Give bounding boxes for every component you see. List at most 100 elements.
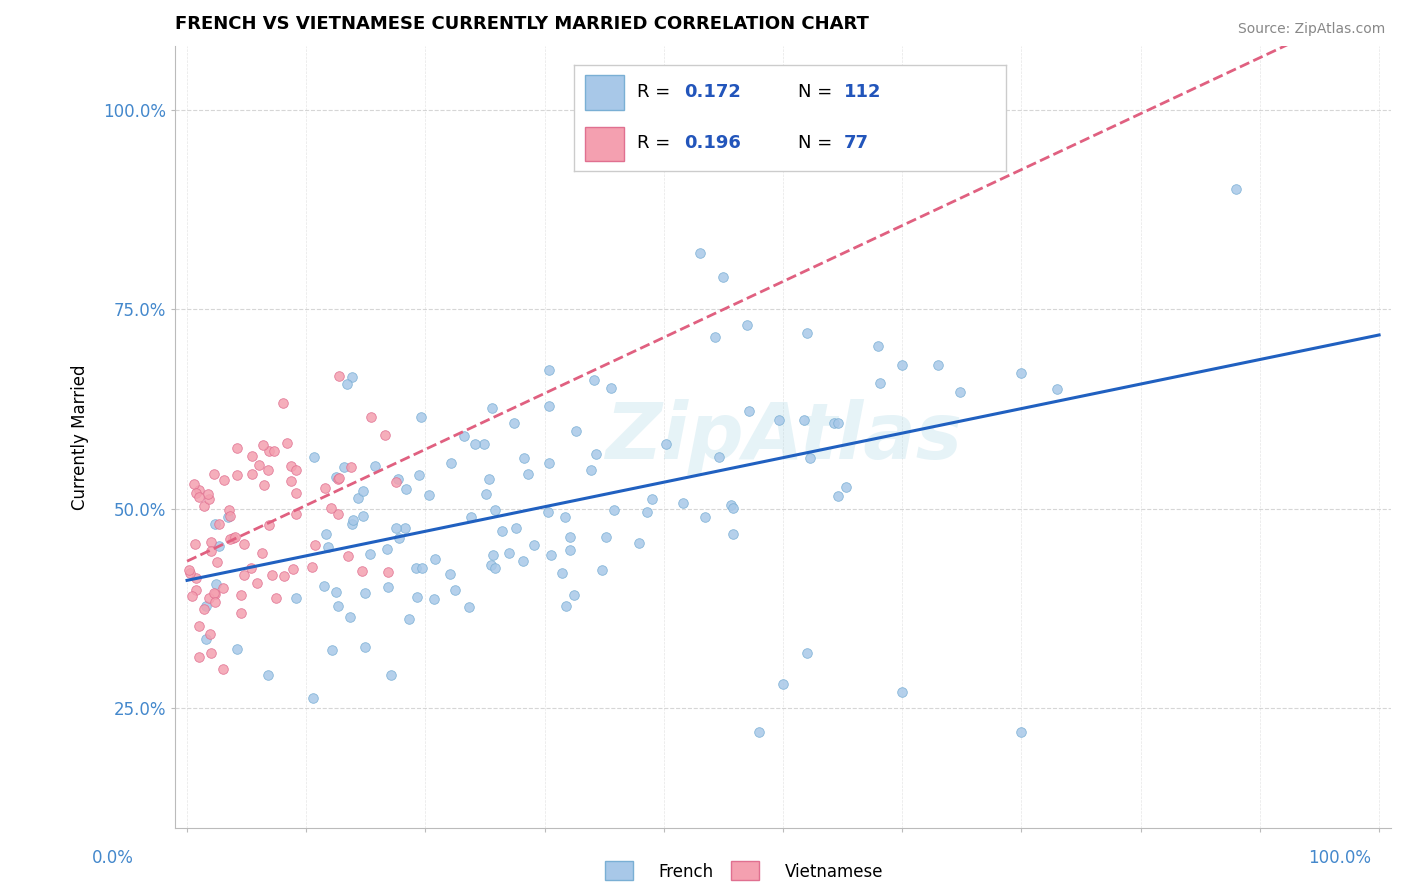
Point <box>796 646 818 660</box>
Point <box>395 482 418 496</box>
Point <box>195 599 218 614</box>
Point <box>505 521 527 535</box>
Point <box>1011 366 1033 380</box>
Point <box>284 486 307 500</box>
Text: ZipAtlas: ZipAtlas <box>605 399 962 475</box>
Point <box>188 619 211 633</box>
Point <box>498 546 520 560</box>
Point <box>453 429 475 443</box>
Point <box>339 610 361 624</box>
Point <box>281 562 304 576</box>
Point <box>253 478 276 492</box>
Point <box>229 607 252 621</box>
Point <box>200 626 222 640</box>
Point <box>540 549 562 563</box>
Point <box>183 476 205 491</box>
Point <box>204 595 226 609</box>
Point <box>560 530 582 544</box>
Point <box>398 612 420 626</box>
Point <box>537 505 560 519</box>
Point <box>177 563 200 577</box>
Point <box>472 437 495 451</box>
Point <box>1011 725 1033 739</box>
Point <box>768 413 790 427</box>
Point <box>352 509 374 524</box>
Point <box>188 490 211 504</box>
Point <box>226 642 249 657</box>
Point <box>179 566 201 580</box>
Point <box>835 480 858 494</box>
Point <box>377 566 399 580</box>
Point <box>247 458 270 472</box>
Point <box>187 650 209 665</box>
Point <box>484 503 506 517</box>
Point <box>222 531 245 545</box>
Point <box>891 685 914 699</box>
Point <box>513 450 536 465</box>
Point <box>360 409 382 424</box>
Point <box>579 463 602 477</box>
Point <box>212 473 235 487</box>
Point <box>332 460 354 475</box>
Point <box>385 475 408 489</box>
Point <box>359 547 381 561</box>
Point <box>388 531 411 545</box>
Point <box>184 485 207 500</box>
Point <box>866 339 889 353</box>
Point <box>219 509 242 524</box>
Point <box>271 396 294 410</box>
Point <box>256 668 278 682</box>
Point <box>799 450 821 465</box>
Text: Source: ZipAtlas.com: Source: ZipAtlas.com <box>1237 22 1385 37</box>
Point <box>408 467 430 482</box>
Point <box>326 472 349 486</box>
Point <box>184 583 207 598</box>
Point <box>193 602 215 616</box>
Point <box>423 551 446 566</box>
Point <box>315 527 337 541</box>
Point <box>202 467 225 482</box>
Point <box>693 510 716 524</box>
Point <box>394 521 416 535</box>
Point <box>184 571 207 585</box>
Point <box>340 370 363 384</box>
Point <box>245 575 267 590</box>
Point <box>240 450 263 464</box>
Point <box>375 541 398 556</box>
Point <box>328 471 350 485</box>
Point <box>516 467 538 482</box>
Y-axis label: Currently Married: Currently Married <box>72 364 89 509</box>
Point <box>491 524 513 539</box>
Point <box>264 591 287 605</box>
Point <box>560 543 582 558</box>
Point <box>273 569 295 583</box>
Point <box>252 438 274 452</box>
Point <box>949 385 972 400</box>
Point <box>418 488 440 502</box>
Point <box>218 502 240 516</box>
Point <box>591 563 613 577</box>
Point <box>229 588 252 602</box>
Point <box>347 491 370 505</box>
Point <box>374 428 396 442</box>
Point <box>187 483 209 497</box>
Point <box>582 373 605 387</box>
Point <box>328 599 350 613</box>
Point <box>550 566 572 580</box>
Point <box>240 467 263 482</box>
Point <box>409 409 432 424</box>
Point <box>183 537 205 551</box>
Point <box>423 592 446 607</box>
Point <box>325 469 347 483</box>
Point <box>353 586 375 600</box>
Point <box>285 508 308 522</box>
Point <box>484 560 506 574</box>
Point <box>748 725 770 739</box>
Point <box>602 503 624 517</box>
Point <box>720 498 742 512</box>
Point <box>405 561 427 575</box>
Point <box>585 447 607 461</box>
Point <box>562 588 585 602</box>
Point <box>600 381 623 395</box>
Point <box>927 358 949 372</box>
